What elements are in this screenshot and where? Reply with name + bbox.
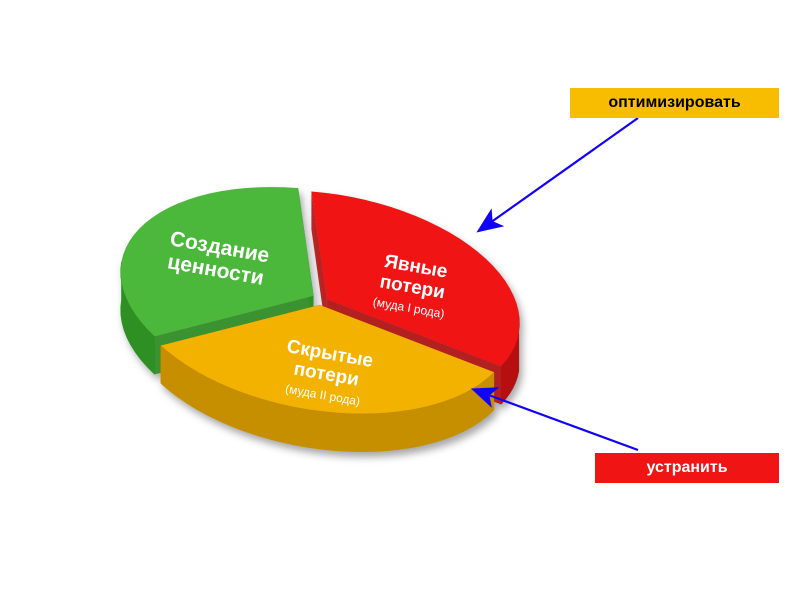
chart-stage: СозданиеценностиСкрытыепотери(муда II ро… xyxy=(0,0,800,600)
callout-eliminate-text: устранить xyxy=(646,459,727,476)
callout-eliminate: устранить xyxy=(595,453,779,483)
slice-label-red: Явныепотери(муда I рода) xyxy=(372,250,454,321)
callout-arrow-optimize xyxy=(480,118,638,230)
callout-optimize: оптимизировать xyxy=(570,88,779,118)
callout-arrow-eliminate xyxy=(475,390,638,450)
callout-optimize-text: оптимизировать xyxy=(608,94,740,111)
